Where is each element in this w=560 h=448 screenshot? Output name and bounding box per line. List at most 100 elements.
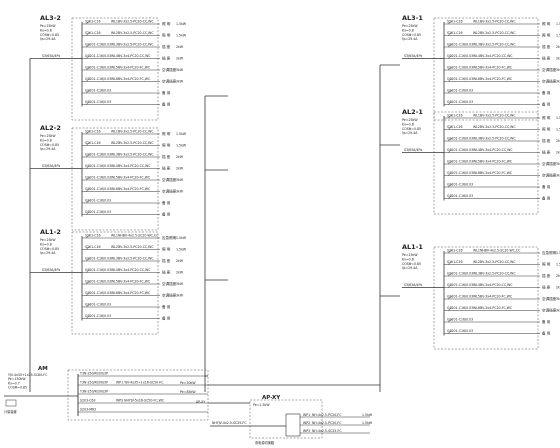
breaker-label: GS201-C16/0.03 [85, 164, 111, 168]
circuit-load: 备 用 [542, 102, 551, 107]
circuit-cable: BV-3x4-PC20-FC,WC [480, 77, 513, 81]
panel-param: COSΦ=0.85 [40, 33, 59, 37]
circuit-code: WL5 [111, 66, 118, 70]
circuit-power: 3kW [556, 297, 560, 301]
circuit-code: WL5 [473, 160, 480, 164]
breaker-symbol [447, 183, 453, 188]
am-row-tag: Pe=85kW [180, 390, 196, 394]
breaker-label: GS201-C16/0.03 [447, 272, 473, 276]
panel-label: AL3-1 [402, 14, 423, 22]
circuit-load: 照 明 [542, 33, 551, 38]
circuit-cable: NHBV-4x2.5-SC20-WC,CC [118, 234, 159, 238]
breaker-symbol [85, 20, 91, 25]
panel-feeder-label: S3/63A/4Px [404, 54, 422, 58]
breaker-label: GS201-C16/0.03 [447, 100, 473, 104]
panel-enclosure [71, 17, 159, 121]
panel-param: Ijs=29.4A [402, 37, 418, 41]
breaker-symbol [447, 272, 453, 277]
panel-param: Kx=0.8 [40, 28, 52, 32]
panel-enclosure [433, 17, 539, 121]
circuit-power: 2kW [176, 167, 184, 171]
circuit-cable: BV-3x2.5-PC20-CC,WC [118, 20, 154, 24]
apxy-row: WP3 NH-4x2.5-SC25-FC [300, 429, 370, 434]
circuit-cable: BV-3x2.5-PC20-CC,WC [118, 31, 154, 35]
circuit-power: 3kW [556, 162, 560, 166]
circuit-power: 3kW [176, 80, 184, 84]
circuit-code: WL2 [473, 31, 480, 35]
breaker-label: GS201-C16/0.03 [447, 295, 473, 299]
breaker-label: GS201-C16/0.03 [447, 283, 473, 287]
circuit-cable: BV-3x4-PC20-FC,WC [118, 77, 151, 81]
circuit-cable: BV-3x2.5-PC20-CC,WC [480, 20, 516, 24]
circuit-cable: BV-3x4-PC20-CC,WC [118, 268, 151, 272]
circuit-cable: BV-3x2.5-PC20-CC,WC [118, 153, 154, 157]
circuit-load: 照 明 [162, 131, 171, 136]
am-incoming-text: Pe=150kW [8, 377, 26, 381]
panel-label: AL2-1 [402, 108, 423, 116]
circuit-row: GS201-C16/0.03 WL3 BV-3x2.5-PC20-CC,WC 插 座 2… [444, 137, 560, 143]
breaker-label: S201-C16 [447, 114, 463, 118]
breaker-label: S201-C16 [447, 260, 463, 264]
apxy-row: WP2 NH-4x2.5-PC20-FC 1.5kW [300, 421, 373, 426]
breaker-label: GS201-C16/0.03 [447, 43, 473, 47]
panel-label: AL2-2 [40, 124, 61, 132]
circuit-load: 备 用 [542, 319, 551, 324]
circuit-load: 空调插座 [542, 79, 557, 84]
circuit-code: WL6 [473, 171, 480, 175]
breaker-symbol [447, 284, 453, 288]
breaker-label: GS201-C16/0.03 [85, 257, 111, 261]
circuit-load: 插 座 [162, 154, 171, 159]
panels-layer: AL3-2Pe=25kWKx=0.8COSΦ=0.85Ijs=29.4AS3/6… [40, 14, 560, 350]
circuit-cable: BV-3x4-PC20-FC,WC [118, 176, 151, 180]
circuit-power: 2kW [176, 57, 184, 61]
circuit-code: WL5 [111, 280, 118, 284]
circuit-code: WL1 [111, 234, 118, 238]
breaker-symbol [447, 89, 453, 94]
apxy-row-power: 1.5kW [362, 421, 373, 425]
breaker-label: GS201-C16/0.03 [85, 314, 111, 318]
panel-label: AL3-2 [40, 14, 61, 22]
am-row-breaker: T3N-250/R200/3P [79, 390, 108, 394]
circuit-row: GS201-C16/0.03 WL3 BV-3x2.5-PC20-CC,WC 插 座 2… [82, 43, 184, 49]
circuit-cable: BV-3x2.5-PC20-CC,WC [118, 245, 154, 249]
breaker-symbol [85, 246, 91, 250]
apxy-bottom-note: 双电源切换箱 [255, 440, 275, 445]
circuit-load: 空调插座 [542, 173, 557, 178]
apxy-transfer-switch [285, 413, 301, 437]
circuit-row: GS201-C16/0.03 WL3 BV-3x2.5-PC20-CC,WC 插 座 2… [82, 257, 184, 263]
breaker-label: S201-C16 [447, 31, 463, 35]
circuit-load: 备 用 [162, 102, 171, 107]
circuit-load: 空调插座 [162, 67, 177, 72]
circuit-code: WL3 [111, 153, 118, 157]
breaker-label: GS201-C16/0.03 [447, 77, 473, 81]
circuit-load: 照 明 [162, 33, 171, 38]
breaker-label: S201-C16 [85, 141, 101, 145]
breaker-symbol [447, 295, 453, 300]
circuit-cable: BV-3x4-PC20-FC,WC [480, 306, 513, 310]
circuit-cable: BV-3x4-PC20-CC,WC [480, 54, 513, 58]
circuit-power: 2kW [176, 155, 184, 159]
breaker-symbol [447, 330, 453, 334]
breaker-label: GS201-C16/0.03 [447, 54, 473, 58]
circuit-code: WL1 [473, 249, 480, 253]
apxy-row-code: WP3 [303, 429, 310, 433]
breaker-symbol [447, 55, 453, 59]
am-row: T3N-250/R200/3P [78, 372, 208, 377]
am-label: AM [38, 366, 48, 372]
circuit-row: GS201-C16/0.03 备 用 [82, 303, 171, 309]
circuit-load: 空调插座 [542, 161, 557, 166]
breaker-label: GS201-C16/0.03 [85, 54, 111, 58]
panel-feeder-label: S3/63A/4Px [404, 283, 422, 287]
circuit-load: 插 座 [542, 44, 551, 49]
circuit-code: WL6 [111, 187, 118, 191]
circuit-cable: BV-3x4-PC20-FC,WC [118, 291, 151, 295]
